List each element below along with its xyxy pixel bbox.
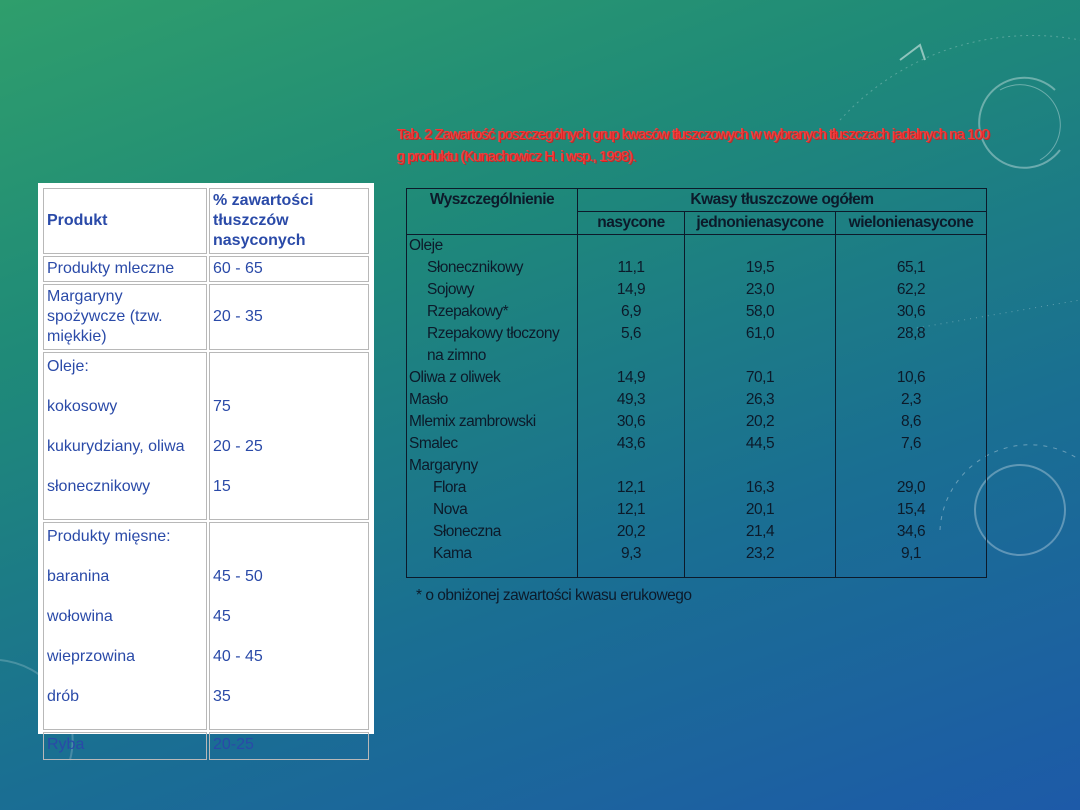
cell-value: 49,3	[616, 391, 646, 408]
subheader-wielonienasycone: wielonienasycone	[835, 211, 987, 235]
row-label: Rzepakowy*	[427, 303, 509, 320]
row-label: Rzepakowy tłoczony	[427, 325, 560, 342]
header-kwasy: Kwasy tłuszczowe ogółem	[577, 188, 987, 212]
cell-value: 9,3	[620, 545, 642, 562]
row-label: na zimno	[427, 347, 486, 364]
cell-value	[580, 235, 682, 257]
cell-value	[687, 455, 833, 477]
cell-value: 7,6	[900, 435, 922, 452]
cell-value: 19,5	[745, 259, 775, 276]
cell-value	[838, 235, 984, 257]
row-label: Mlemix zambrowski	[409, 413, 536, 430]
cell-value: 5,6	[620, 325, 642, 342]
header-wyszczegolnienie: Wyszczególnienie	[406, 188, 578, 235]
cell-value: 29,0	[896, 479, 926, 496]
jednonienasycone-column: 19,5 23,0 58,0 61,0 70,1 26,3 20,2 44,5 16,3 20…	[684, 234, 836, 578]
table-row: Ryba 20-25	[43, 732, 369, 760]
row-label: Flora	[433, 479, 466, 496]
cell-value: 58,0	[745, 303, 775, 320]
row-label: Nova	[433, 501, 468, 518]
cell-value: 14,9	[616, 281, 646, 298]
cell-value: 12,1	[616, 479, 646, 496]
table-row: Produkty mleczne 60 - 65	[43, 256, 369, 282]
header-percent: % zawartości tłuszczów nasyconych	[209, 188, 369, 254]
cell-value	[838, 455, 984, 477]
cell-value	[687, 345, 833, 367]
cell-value: 16,3	[745, 479, 775, 496]
cell-value: 2,3	[900, 391, 922, 408]
cell-value: 15,4	[896, 501, 926, 518]
table-row: Oleje: kokosowy kukurydziany, oliwa słon…	[43, 352, 369, 520]
cell-value: 34,6	[896, 523, 926, 540]
cell-value: 20,2	[616, 523, 646, 540]
cell-value: 23,2	[745, 545, 775, 562]
table-row: Produkty mięsne: baranina wołowina wiepr…	[43, 522, 369, 730]
cell-value: 28,8	[896, 325, 926, 342]
row-label: Słonecznikowy	[427, 259, 524, 276]
cell-value	[687, 235, 833, 257]
table-row: Margaryny spożywcze (tzw. miękkie) 20 - …	[43, 284, 369, 350]
cell-value: 10,6	[896, 369, 926, 386]
row-label: Oliwa z oliwek	[409, 369, 501, 386]
saturated-fat-table: Produkt % zawartości tłuszczów nasyconyc…	[41, 186, 371, 762]
wielonienasycone-column: 65,1 62,2 30,6 28,8 10,6 2,3 8,6 7,6 29,0 15,4 3…	[835, 234, 987, 578]
cell-value: 61,0	[745, 325, 775, 342]
cell-value: 12,1	[616, 501, 646, 518]
names-column: Oleje Słonecznikowy Sojowy Rzepakowy* Rzepak…	[406, 234, 578, 578]
footnote: * o obniżonej zawartości kwasu erukowego	[416, 587, 692, 604]
row-label: Sojowy	[427, 281, 474, 298]
row-label: Oleje	[409, 237, 443, 254]
cell-value: 44,5	[745, 435, 775, 452]
cell-value: 20,1	[745, 501, 775, 518]
row-label: Kama	[433, 545, 472, 562]
cell-value: 21,4	[745, 523, 775, 540]
cell-value: 62,2	[896, 281, 926, 298]
cell-value: 70,1	[745, 369, 775, 386]
subheader-jednonienasycone: jednonienasycone	[684, 211, 836, 235]
row-label: Margaryny	[409, 457, 478, 474]
left-table-panel: Produkt % zawartości tłuszczów nasyconyc…	[38, 183, 374, 760]
subheader-nasycone: nasycone	[577, 211, 685, 235]
cell-value: 8,6	[900, 413, 922, 430]
nasycone-column: 11,1 14,9 6,9 5,6 14,9 49,3 30,6 43,6 12,1 12,1…	[577, 234, 685, 578]
row-label: Masło	[409, 391, 448, 408]
cell-value	[580, 345, 682, 367]
cell-value: 30,6	[616, 413, 646, 430]
cell-value: 20,2	[745, 413, 775, 430]
cell-value: 11,1	[617, 259, 645, 276]
cell-value: 26,3	[745, 391, 775, 408]
cell-value: 6,9	[620, 303, 642, 320]
cell-value: 14,9	[616, 369, 646, 386]
cell-value: 43,6	[616, 435, 646, 452]
table-title: Tab. 2 Zawartość poszczególnych grup kwa…	[397, 127, 990, 165]
cell-value	[838, 345, 984, 367]
row-label: Słoneczna	[433, 523, 501, 540]
row-label: Smalec	[409, 435, 458, 452]
cell-value: 65,1	[896, 259, 926, 276]
fatty-acid-table: Wyszczególnienie Kwasy tłuszczowe ogółem…	[406, 188, 987, 578]
cell-value: 9,1	[900, 545, 922, 562]
header-product: Produkt	[43, 188, 207, 254]
cell-value: 23,0	[745, 281, 775, 298]
cell-value: 30,6	[896, 303, 926, 320]
cell-value	[580, 455, 682, 477]
